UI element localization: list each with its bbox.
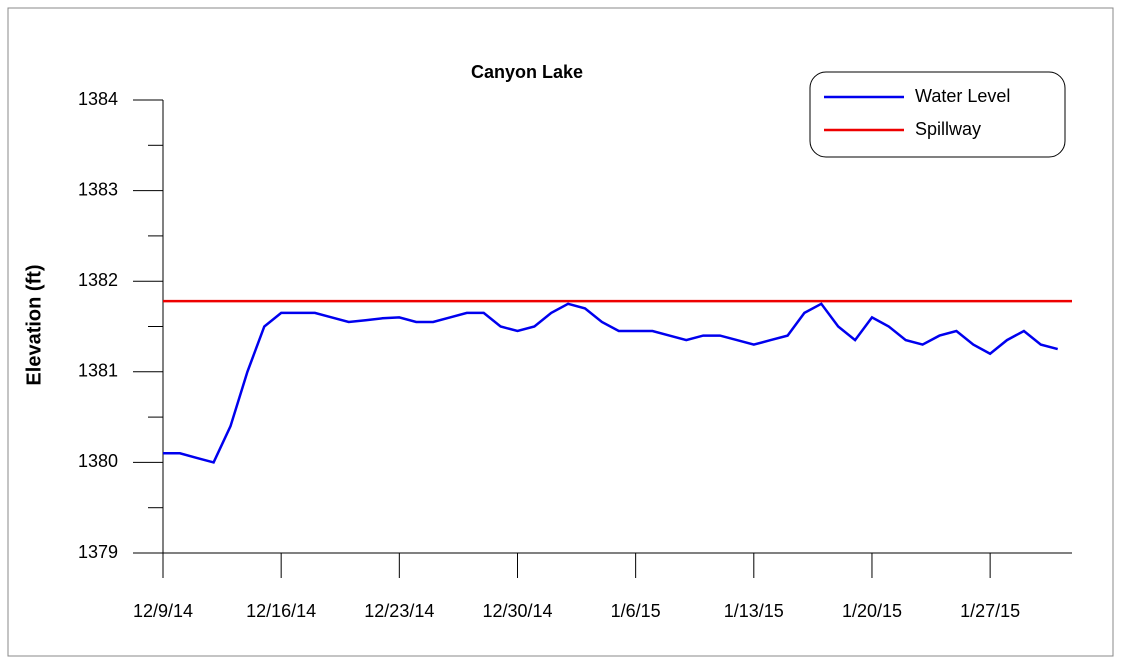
y-tick-label: 1382 (78, 270, 118, 290)
legend-label: Water Level (915, 86, 1010, 106)
x-tick-label: 1/27/15 (960, 601, 1020, 621)
y-tick-label: 1381 (78, 361, 118, 381)
x-tick-label: 1/20/15 (842, 601, 902, 621)
frame (7, 7, 1114, 657)
water-level-line (163, 302, 1059, 464)
y-tick-label: 1383 (78, 179, 118, 199)
y-tick-label: 1380 (78, 451, 118, 471)
y-tick-label: 1379 (78, 542, 118, 562)
x-tick-label: 12/23/14 (364, 601, 434, 621)
x-tick-label: 1/6/15 (611, 601, 661, 621)
x-tick-label: 12/16/14 (246, 601, 316, 621)
y-axis-label: Elevation (ft) (23, 264, 45, 385)
x-tick-label: 12/30/14 (482, 601, 552, 621)
legend-label: Spillway (915, 119, 981, 139)
x-tick-label: 12/9/14 (133, 601, 193, 621)
chart-title: Canyon Lake (471, 62, 583, 82)
x-tick-label: 1/13/15 (724, 601, 784, 621)
legend-box (809, 71, 1066, 158)
y-tick-label: 1384 (78, 89, 118, 109)
